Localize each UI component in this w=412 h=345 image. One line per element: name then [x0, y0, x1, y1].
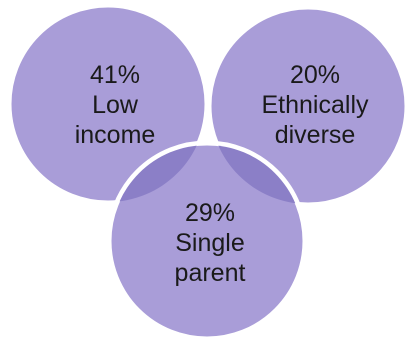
circle-single-parent [106, 140, 308, 342]
circle-low-income [8, 4, 208, 204]
